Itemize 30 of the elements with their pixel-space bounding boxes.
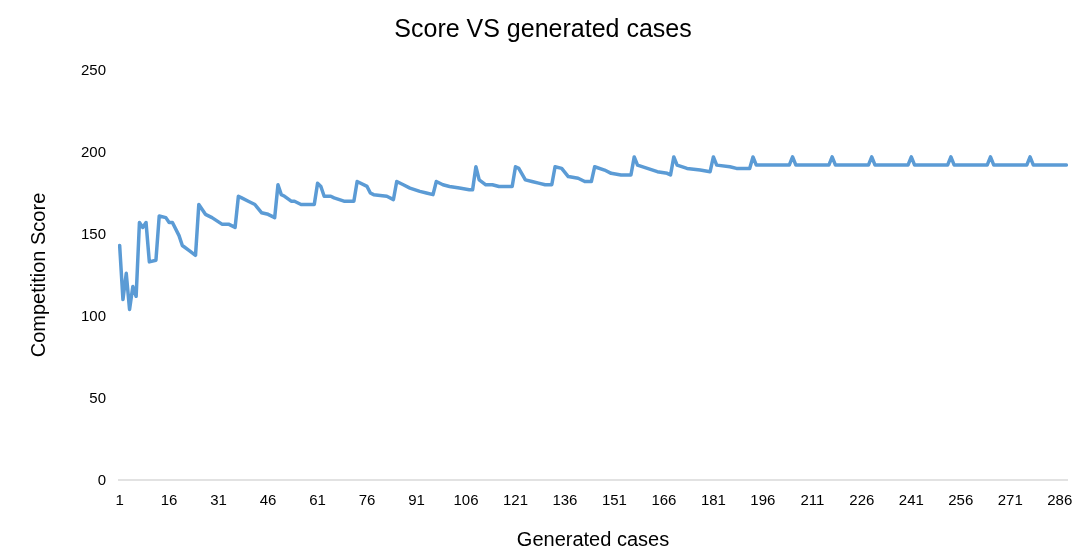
- x-tick-label: 196: [750, 490, 776, 508]
- y-tick-label: 200: [80, 143, 106, 161]
- x-tick-label: 16: [160, 490, 178, 508]
- y-tick-label: 250: [80, 61, 106, 79]
- x-tick-label: 241: [898, 490, 924, 508]
- x-tick-label: 181: [700, 490, 726, 508]
- x-tick-label: 256: [948, 490, 974, 508]
- x-tick-label: 46: [259, 490, 277, 508]
- x-tick-label: 121: [502, 490, 528, 508]
- line-series: [118, 155, 1068, 312]
- y-tick-label: 0: [97, 471, 106, 489]
- x-tick-label: 151: [601, 490, 627, 508]
- x-tick-label: 211: [800, 490, 825, 508]
- x-tick-label: 106: [453, 490, 479, 508]
- y-tick-label: 50: [89, 389, 106, 407]
- x-tick-label: 226: [849, 490, 875, 508]
- x-tick-label: 31: [210, 490, 227, 508]
- x-tick-label: 166: [651, 490, 677, 508]
- y-axis-title: Competition Score: [27, 192, 50, 358]
- x-tick-label: 61: [309, 490, 326, 508]
- chart-title: Score VS generated cases: [393, 14, 693, 43]
- x-tick-label: 76: [358, 490, 376, 508]
- x-tick-label: 271: [997, 490, 1023, 508]
- x-tick-label: 136: [552, 490, 578, 508]
- x-axis-title: Generated cases: [516, 528, 670, 548]
- y-tick-label: 150: [80, 225, 106, 243]
- x-tick-label: 91: [408, 490, 425, 508]
- y-tick-label: 100: [80, 307, 106, 325]
- x-tick-label: 1: [115, 490, 124, 508]
- x-tick-label: 286: [1047, 490, 1073, 508]
